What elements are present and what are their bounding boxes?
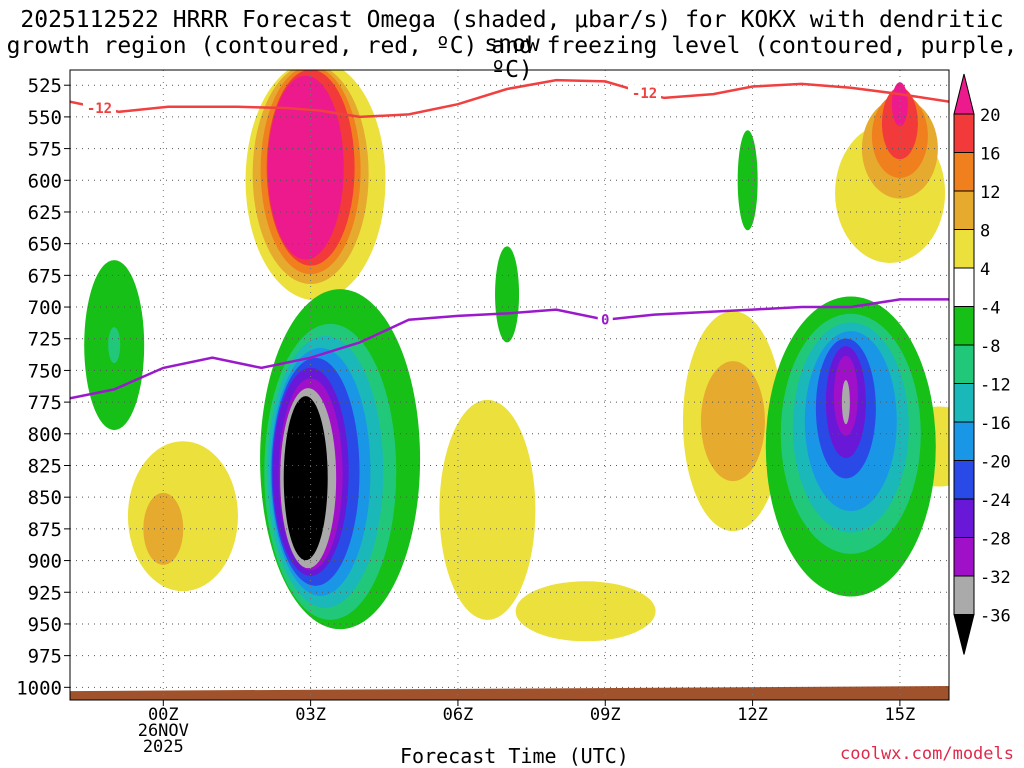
colorbar-label: -16 xyxy=(980,414,1011,434)
colorbar-segment xyxy=(953,267,975,307)
freezing-level-contour-label: 0 xyxy=(601,313,609,329)
omega-neg8-left xyxy=(108,327,121,364)
date-label-day: 26NOV xyxy=(138,721,189,741)
colorbar-segment xyxy=(953,113,975,153)
y-tick-label: 725 xyxy=(28,329,62,351)
y-tick-label: 800 xyxy=(28,424,62,446)
y-tick-label: 1000 xyxy=(16,677,62,699)
x-tick-label: 06Z xyxy=(443,705,474,725)
y-tick-label: 525 xyxy=(28,75,62,97)
colorbar-label: 16 xyxy=(980,145,1000,165)
omega-neg4-mid-thin xyxy=(495,246,520,343)
y-tick-label: 975 xyxy=(28,646,62,668)
omega-neg32-right xyxy=(841,380,850,425)
colorbar-label: -36 xyxy=(980,607,1011,627)
y-tick-label: 900 xyxy=(28,551,62,573)
y-tick-label: 825 xyxy=(28,455,62,477)
colorbar-segment xyxy=(953,537,975,577)
y-tick-label: 925 xyxy=(28,582,62,604)
y-tick-label: 850 xyxy=(28,487,62,509)
omega-pos4-mid-b xyxy=(515,581,656,642)
omega-neg4-upper-thin xyxy=(737,130,758,231)
omega-neg36-core xyxy=(283,396,328,561)
colorbar-bottom-arrow xyxy=(953,614,975,655)
colorbar-segment xyxy=(953,152,975,192)
y-tick-label: 700 xyxy=(28,297,62,319)
colorbar-label: -8 xyxy=(980,337,1000,357)
omega-pos8-mid-c xyxy=(700,361,765,482)
y-tick-label: 950 xyxy=(28,614,62,636)
colorbar-segment xyxy=(953,498,975,538)
y-tick-label: 775 xyxy=(28,392,62,414)
y-tick-label: 575 xyxy=(28,139,62,161)
terrain xyxy=(70,686,949,700)
colorbar-segment xyxy=(953,344,975,384)
chart-title-line-1: 2025112522 HRRR Forecast Omega (shaded, … xyxy=(20,7,1004,57)
colorbar-label: 12 xyxy=(980,183,1000,203)
y-tick-label: 625 xyxy=(28,202,62,224)
colorbar: 20 16 12 8 4 -4 -8 -12 -16 -20 -24 -28 -32 -36 xyxy=(953,73,1011,655)
colorbar-label: 8 xyxy=(980,222,990,242)
colorbar-label: -4 xyxy=(980,299,1000,319)
colorbar-segment xyxy=(953,190,975,230)
colorbar-label: -20 xyxy=(980,453,1011,473)
site-credit: coolwx.com/models xyxy=(840,744,1014,764)
colorbar-label: -28 xyxy=(980,530,1011,550)
colorbar-label: -32 xyxy=(980,568,1011,588)
x-tick-label: 15Z xyxy=(885,705,916,725)
freezing-level-contour-label-bg xyxy=(597,311,613,328)
x-tick-label: 03Z xyxy=(295,705,326,725)
colorbar-segment xyxy=(953,575,975,615)
y-tick-label: 550 xyxy=(28,107,62,129)
x-tick-label: 09Z xyxy=(590,705,621,725)
colorbar-segment xyxy=(953,383,975,423)
date-label-year: 2025 xyxy=(143,737,184,757)
colorbar-segment xyxy=(953,421,975,461)
omega-pos8-lower-left xyxy=(143,492,184,565)
y-tick-label: 600 xyxy=(28,170,62,192)
plot-frame xyxy=(69,69,950,701)
dgz-contour-label: -12 xyxy=(632,86,657,102)
x-tick-label: 12Z xyxy=(737,705,768,725)
y-tick-label: 875 xyxy=(28,519,62,541)
dgz-contour xyxy=(70,78,949,119)
colorbar-label: -12 xyxy=(980,376,1011,396)
colorbar-label: 4 xyxy=(980,260,990,280)
freezing-level-contour xyxy=(70,298,949,400)
x-tick-label: 00Z xyxy=(148,705,179,725)
omega-pos4-lower-left xyxy=(127,441,238,592)
colorbar-segment xyxy=(953,306,975,346)
omega-pos20-upper xyxy=(267,75,344,260)
colorbar-label: 20 xyxy=(980,106,1000,126)
dgz-contour-label: -12 xyxy=(87,101,112,117)
y-tick-label: 650 xyxy=(28,234,62,256)
y-tick-label: 750 xyxy=(28,360,62,382)
omega-shading xyxy=(70,70,949,700)
x-axis-label: Forecast Time (UTC) xyxy=(400,744,629,768)
y-tick-label: 675 xyxy=(28,265,62,287)
chart-title-line-2: growth region (contoured, red, ºC) and f… xyxy=(6,33,1018,83)
colorbar-segment xyxy=(953,229,975,269)
dgz-contour-label-bg xyxy=(628,84,662,101)
contours: -12 -12 0 xyxy=(70,78,949,400)
axes: 525 550 575 600 625 650 675 700 725 750 775 800 825 8… xyxy=(16,75,915,757)
omega-pos4-mid-a xyxy=(439,399,536,620)
dgz-contour-label-bg xyxy=(82,99,116,116)
colorbar-label: -24 xyxy=(980,491,1011,511)
colorbar-segment xyxy=(953,460,975,500)
